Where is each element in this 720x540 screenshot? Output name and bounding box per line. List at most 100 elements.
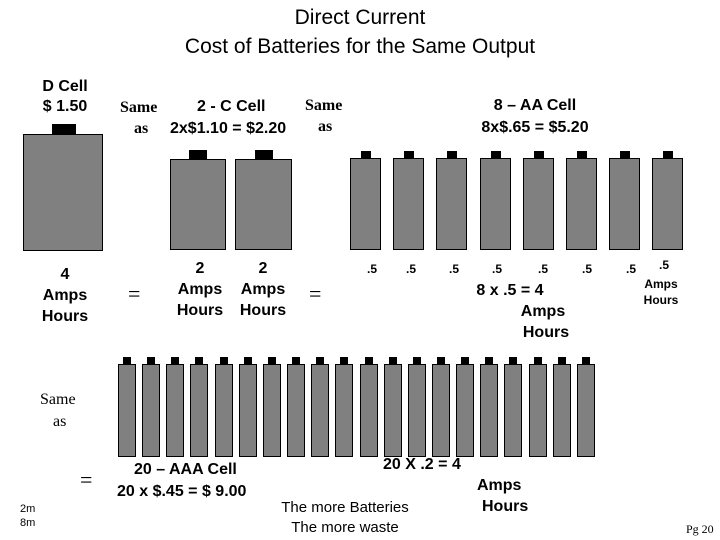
d-cell-amps-hours: 4 Amps Hours — [25, 264, 105, 327]
c-cell-label: 2 - C Cell — [197, 98, 266, 115]
c-cell-1-battery — [170, 159, 226, 250]
aaa-as: as — [53, 413, 67, 430]
aaa-cell-14-terminal — [437, 357, 445, 365]
aaa-cell-13-terminal — [413, 357, 421, 365]
c-cell-2-amps-hours: 2 Amps Hours — [233, 258, 293, 321]
aa-cell-3-terminal — [447, 151, 457, 159]
c-cell-1-hours-unit: Hours — [176, 302, 224, 319]
aaa-cell-12-battery — [384, 364, 402, 457]
aa-cell-label: 8 – AA Cell — [493, 97, 577, 114]
aaa-cell-5-terminal — [220, 357, 228, 365]
aaa-cell-14-battery — [432, 364, 450, 457]
aaa-cell-9-terminal — [316, 357, 324, 365]
aa-cell-7-value: .5 — [626, 262, 637, 276]
aa-cell-3-battery — [436, 158, 467, 250]
c-cell-2-terminal — [255, 150, 273, 160]
c-same-left: Same — [120, 99, 158, 116]
aa-cell-cost: 8x$.65 = $5.20 — [481, 119, 589, 136]
aaa-cell-12-terminal — [389, 357, 397, 365]
c-cell-2-amps-unit: Amps — [240, 281, 286, 298]
aa-cell-2-value: .5 — [406, 262, 417, 276]
c-as-right: as — [318, 118, 333, 135]
aaa-cell-1-terminal — [123, 357, 131, 365]
aaa-cell-18-battery — [529, 364, 547, 457]
aaa-cell-3-terminal — [171, 357, 179, 365]
aaa-cell-10-terminal — [340, 357, 348, 365]
c-cell-2-amps-value: 2 — [258, 260, 268, 277]
c-cell-2-battery — [235, 159, 292, 250]
aa-cell-8-battery — [652, 158, 683, 250]
aaa-cell-cost: 20 x $.45 = $ 9.00 — [117, 483, 247, 500]
aa-cell-1-battery — [350, 158, 381, 250]
aa-last-hours: Hours — [643, 293, 679, 307]
aa-cell-2-terminal — [404, 151, 414, 159]
aaa-cell-5-battery — [215, 364, 233, 457]
aaa-cell-9-battery — [311, 364, 329, 457]
aaa-cell-1-battery — [118, 364, 136, 457]
d-cell-terminal — [52, 124, 76, 135]
c-cell-1-amps-value: 2 — [195, 260, 205, 277]
aa-cell-1-value: .5 — [367, 262, 378, 276]
aa-cell-8-terminal — [663, 151, 673, 159]
c-cell-1-amps-hours: 2 Amps Hours — [170, 258, 230, 321]
aa-cell-3-value: .5 — [449, 262, 460, 276]
aa-cell-5-terminal — [534, 151, 544, 159]
aa-cell-5-battery — [523, 158, 554, 250]
aaa-cell-15-terminal — [461, 357, 469, 365]
aaa-cell-8-battery — [287, 364, 305, 457]
d-cell-amps-unit: Amps — [42, 287, 88, 304]
aa-cell-4-battery — [480, 158, 511, 250]
aa-cell-1-terminal — [361, 151, 371, 159]
c-as-left: as — [134, 120, 149, 137]
timer-label: 2m 8m — [20, 502, 35, 530]
aa-cell-7-battery — [609, 158, 640, 250]
aaa-cell-11-terminal — [365, 357, 373, 365]
aa-cell-5-value: .5 — [538, 262, 549, 276]
title-line-2: Cost of Batteries for the Same Output — [184, 35, 536, 58]
aaa-cell-3-battery — [166, 364, 184, 457]
d-cell-label: D Cell — [42, 78, 88, 95]
title-line-1: Direct Current — [294, 6, 426, 29]
aa-cell-4-terminal — [491, 151, 501, 159]
d-cell-price: $ 1.50 — [42, 98, 88, 115]
aa-sum-hours: Hours — [522, 324, 570, 341]
aaa-sum-line: 20 X .2 = 4 — [383, 456, 461, 473]
aaa-cell-7-terminal — [268, 357, 276, 365]
aaa-cell-7-battery — [263, 364, 281, 457]
aa-sum-line: 8 x .5 = 4 — [476, 282, 544, 299]
c-cell-cost: 2x$1.10 = $2.20 — [170, 120, 287, 137]
aa-last-amps: Amps — [644, 277, 678, 291]
aa-cell-7-terminal — [620, 151, 630, 159]
c-cell-2-hours-unit: Hours — [239, 302, 287, 319]
aa-sum-amps: Amps — [520, 303, 566, 320]
aaa-cell-6-battery — [239, 364, 257, 457]
d-cell-hours-unit: Hours — [41, 308, 89, 325]
d-cell-battery — [23, 134, 103, 251]
equals-c-aa: = — [309, 281, 322, 306]
aaa-cell-19-battery — [553, 364, 571, 457]
equals-aaa: = — [80, 467, 93, 492]
d-cell-amps-value: 4 — [60, 266, 70, 283]
aaa-cell-label: 20 – AAA Cell — [134, 461, 237, 478]
aa-last-units: Amps Hours — [631, 276, 691, 308]
aaa-cell-16-terminal — [485, 357, 493, 365]
aaa-cell-17-terminal — [509, 357, 517, 365]
aaa-cell-20-terminal — [582, 357, 590, 365]
aaa-cell-2-battery — [142, 364, 160, 457]
aaa-cell-13-battery — [408, 364, 426, 457]
aa-cell-6-value: .5 — [582, 262, 593, 276]
page-number: Pg 20 — [686, 522, 714, 536]
c-cell-1-amps-unit: Amps — [177, 281, 223, 298]
aaa-cell-4-battery — [190, 364, 208, 457]
aaa-cell-20-battery — [577, 364, 595, 457]
aaa-cell-11-battery — [360, 364, 378, 457]
aaa-cell-16-battery — [480, 364, 498, 457]
c-same-right: Same — [305, 97, 343, 114]
aaa-cell-4-terminal — [195, 357, 203, 365]
aaa-cell-15-battery — [456, 364, 474, 457]
timer-line-1: 2m — [20, 503, 36, 515]
note-line-2: The more waste — [291, 519, 399, 536]
aa-cell-8-value: .5 — [659, 258, 670, 272]
aaa-cell-17-battery — [504, 364, 522, 457]
equals-d-c: = — [128, 281, 141, 306]
